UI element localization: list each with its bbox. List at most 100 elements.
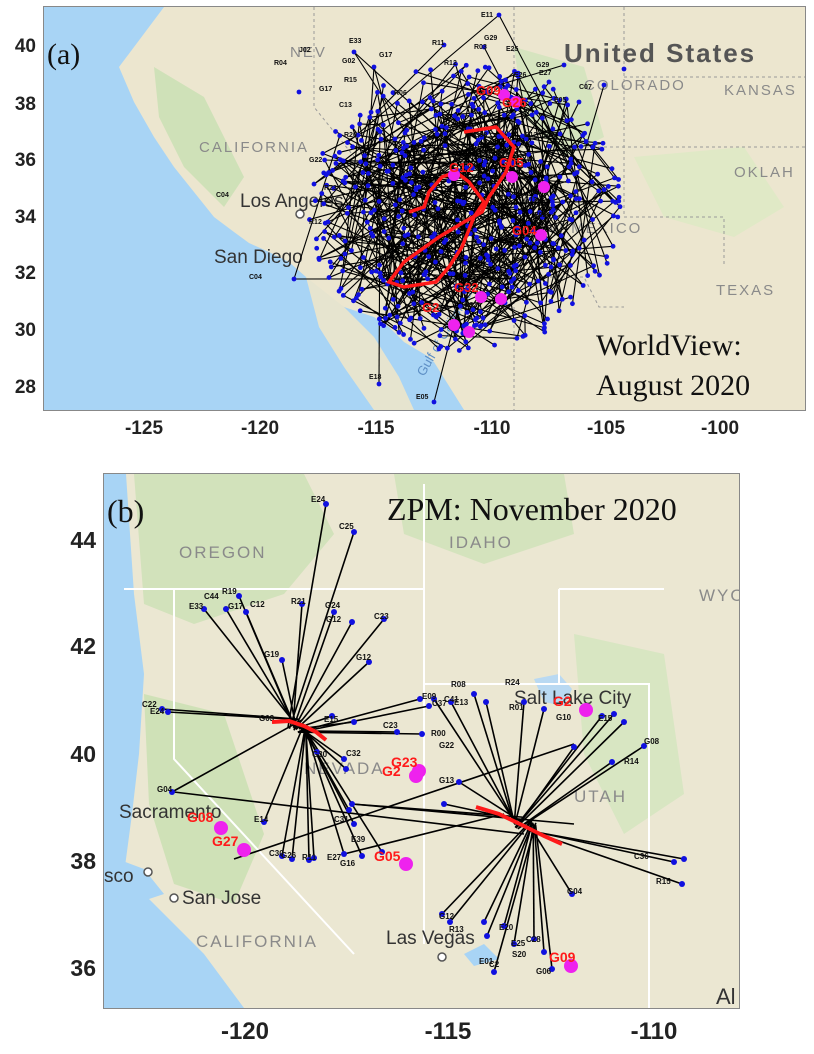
ray-line [458, 781, 522, 823]
panel-b-map: OREGON IDAHO WYO NEVADA UTAH CALIFORNIA … [103, 473, 740, 1009]
station-dot [484, 933, 490, 939]
station-dot [572, 144, 577, 150]
station-dot [599, 146, 605, 152]
station-label: G13 [439, 776, 455, 785]
station-dot [550, 126, 556, 132]
station-dot [499, 284, 505, 290]
panel-a-ytick: 40 [14, 36, 36, 57]
station-dot [612, 175, 617, 181]
panel-a-tag: (a) [47, 38, 80, 71]
receiver-marker [510, 96, 522, 108]
station-dot [526, 152, 532, 157]
state-label-al: Al [716, 984, 736, 1008]
state-label-oklah: OKLAH [734, 164, 795, 181]
ray-line [295, 661, 370, 731]
station-dot [491, 969, 497, 975]
receiver-label: G23 [391, 754, 418, 770]
bay-water [104, 854, 164, 904]
ray-line [549, 206, 621, 293]
ray-line [440, 251, 464, 334]
station-dot [500, 159, 506, 164]
station-dot [455, 217, 460, 223]
station-label: R06 [394, 90, 407, 97]
station-dot [359, 853, 365, 859]
ray-line [225, 608, 294, 723]
station-dot [595, 171, 601, 177]
station-dot [421, 147, 426, 153]
station-dot [525, 220, 531, 226]
station-label: R27 [544, 132, 557, 139]
station-dot [546, 143, 552, 149]
station-dot [324, 182, 330, 188]
station-dot [550, 86, 556, 92]
ray-line [367, 173, 575, 187]
station-dot [296, 89, 302, 95]
station-label: G26 [281, 851, 297, 860]
station-dot [351, 719, 357, 725]
station-dot [455, 229, 461, 235]
station-dot [616, 198, 622, 204]
station-label: R00 [431, 729, 446, 738]
station-dot [261, 819, 267, 825]
station-label: G29 [484, 35, 497, 42]
station-label: C44 [204, 592, 219, 601]
station-dot [364, 219, 370, 225]
panel-a-ytick: 36 [14, 150, 36, 171]
station-label: C13 [339, 102, 352, 109]
ray-line [345, 103, 531, 178]
station-dot [542, 262, 548, 268]
panel-a-ytick: 32 [14, 263, 36, 284]
station-dot [442, 131, 448, 137]
station-dot [576, 245, 582, 251]
station-dot [502, 248, 508, 253]
station-dot [569, 217, 575, 223]
receiver-marker [409, 769, 423, 783]
station-dot [576, 164, 582, 170]
station-dot [400, 278, 406, 284]
station-dot [376, 152, 382, 158]
ray-line [543, 274, 550, 324]
ray-line [384, 132, 406, 319]
station-dot [521, 699, 527, 705]
panel-a-ytick: 34 [14, 207, 36, 228]
ray-line [473, 693, 515, 823]
station-dot [384, 168, 390, 174]
station-dot [323, 172, 329, 178]
ray-line [380, 133, 561, 167]
ray-line [342, 270, 545, 329]
ray-line [503, 822, 533, 927]
station-label: E24 [311, 495, 326, 504]
station-label: J02 [299, 47, 311, 54]
receiver-marker [579, 703, 593, 717]
ray-line [359, 66, 375, 268]
station-label: C07 [579, 84, 592, 91]
station-dot [380, 93, 386, 99]
ray-line [459, 104, 473, 307]
station-dot [568, 294, 573, 300]
station-dot [397, 197, 403, 203]
station-dot [609, 166, 615, 172]
station-dot [456, 779, 462, 785]
station-dot [475, 137, 481, 143]
station-dot [159, 706, 165, 712]
station-dot [371, 64, 377, 70]
station-label: C12 [250, 600, 265, 609]
station-dot [527, 281, 533, 287]
station-dot [524, 299, 529, 305]
station-dot [499, 224, 504, 230]
station-dot [549, 199, 555, 205]
station-dot [541, 706, 547, 712]
station-dot [400, 140, 406, 145]
station-dot [392, 202, 398, 208]
idaho-green [394, 474, 574, 564]
station-dot [472, 323, 477, 329]
station-dot [455, 198, 460, 204]
station-dot [449, 101, 455, 107]
panel-b-ray-lines [161, 503, 685, 973]
station-label: E26 [514, 72, 527, 79]
station-dot [495, 100, 501, 106]
station-dot [311, 181, 317, 187]
station-label: R12 [309, 219, 322, 226]
station-dot [413, 187, 419, 193]
station-dot [526, 161, 531, 167]
